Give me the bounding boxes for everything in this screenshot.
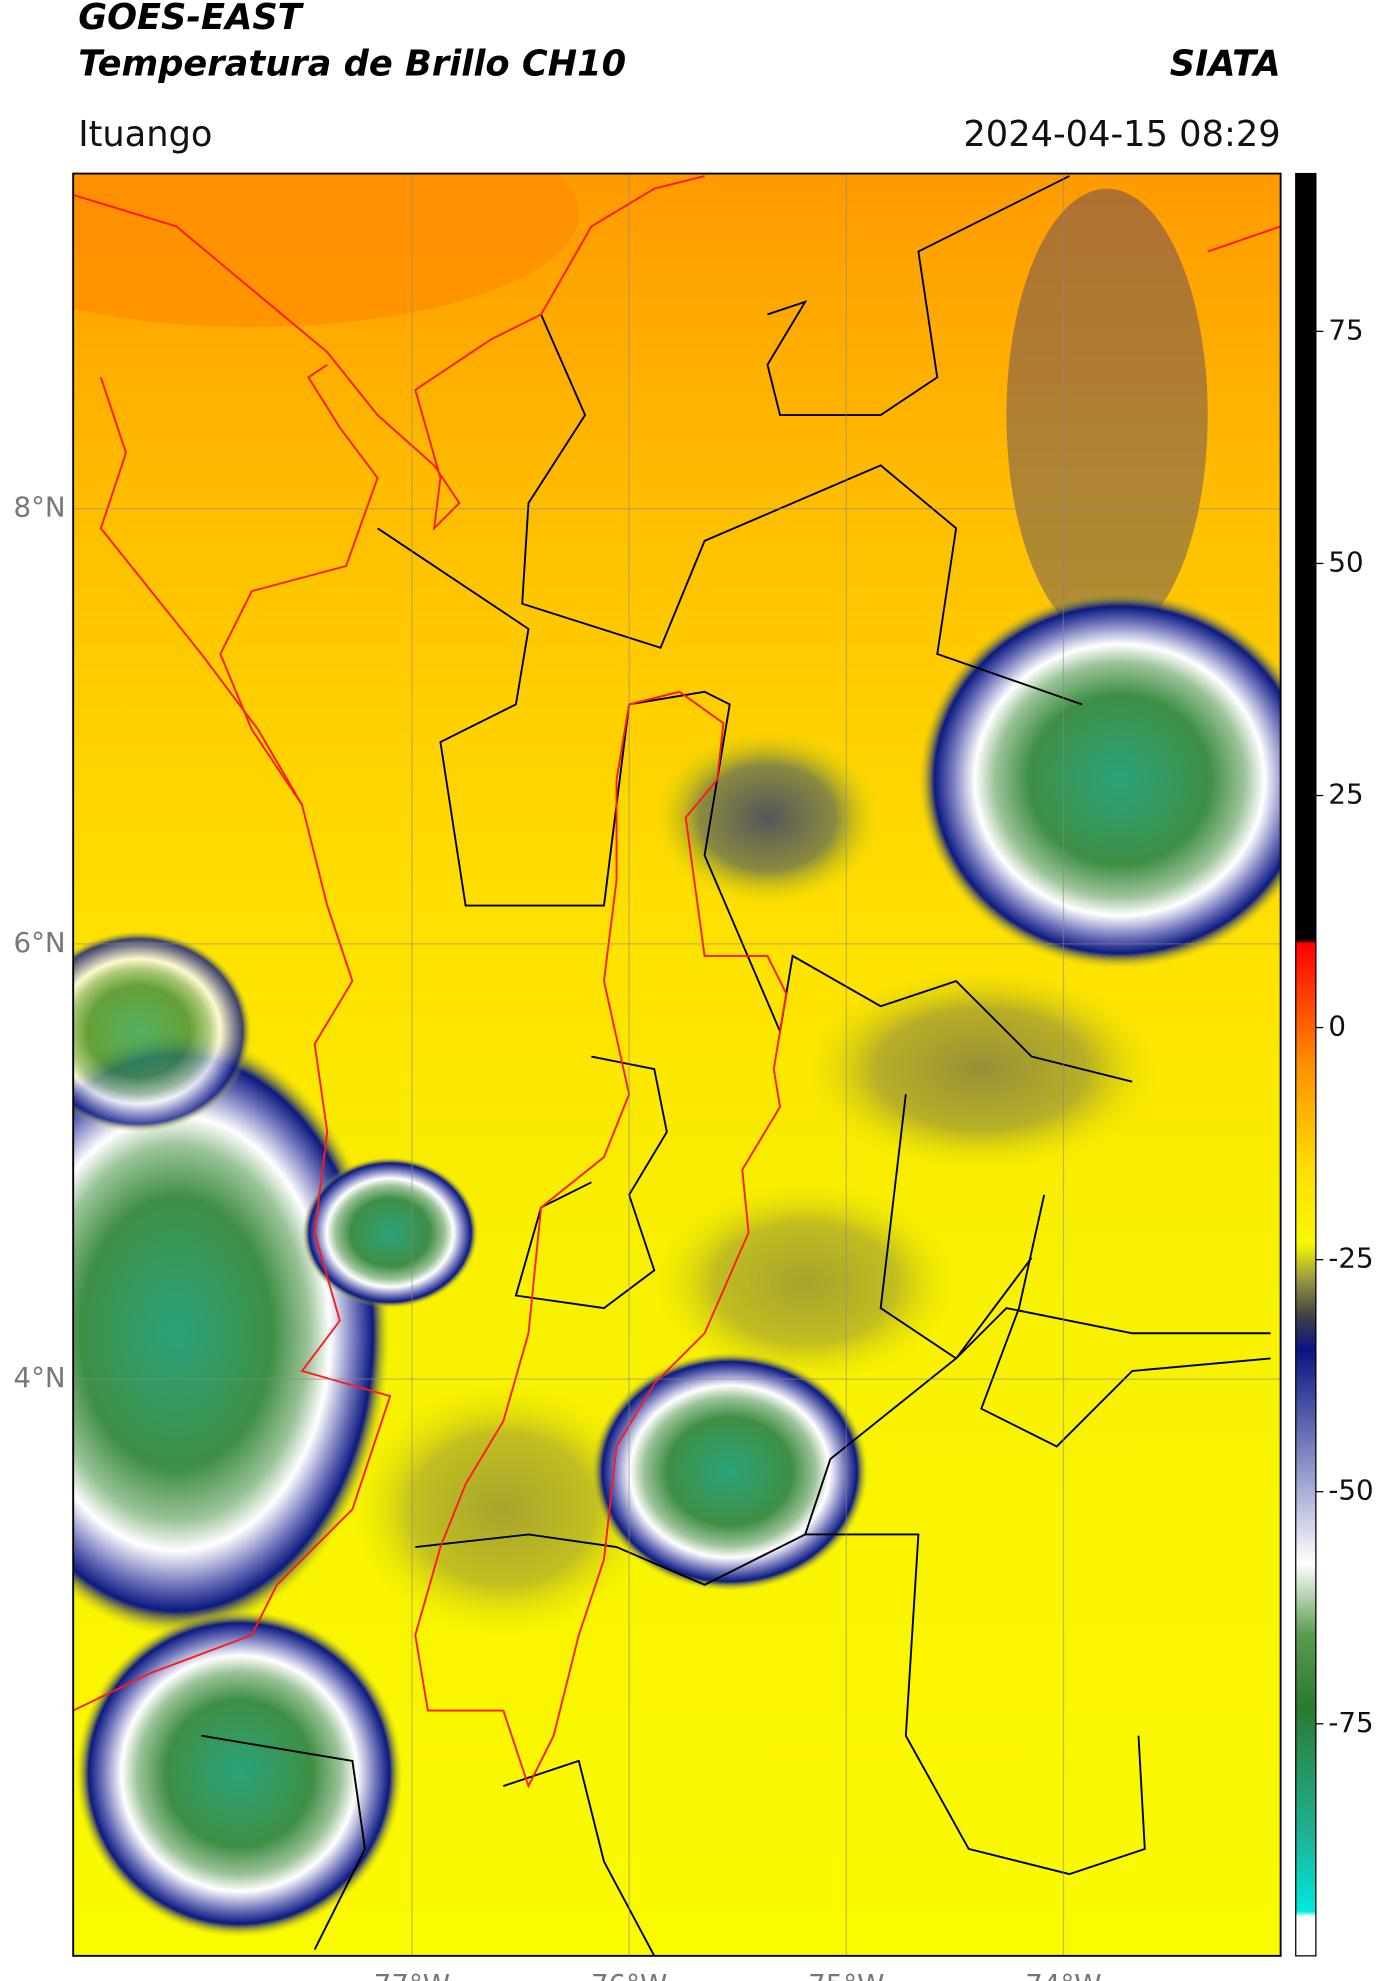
colorbar-tick-label: 50 xyxy=(1328,545,1363,578)
datetime: 2024-04-15 08:29 xyxy=(963,114,1280,155)
y-tick-label: 4°N xyxy=(14,1361,66,1394)
colorbar-tick-label: -75 xyxy=(1328,1706,1373,1739)
x-tick-label: 77°W xyxy=(374,1968,450,1981)
y-tick-label: 8°N xyxy=(14,491,66,524)
graticule xyxy=(73,173,1281,1956)
y-tick-label: 6°N xyxy=(14,926,66,959)
coastline-and-basin xyxy=(73,175,1281,1789)
region: Ituango xyxy=(78,114,212,155)
colorbar-tick-label: -50 xyxy=(1328,1474,1373,1507)
colorbar-tick-label: -25 xyxy=(1328,1242,1373,1275)
colorbar-tick-label: 0 xyxy=(1328,1010,1346,1043)
product: Temperatura de Brillo CH10 xyxy=(78,43,626,84)
title: GOES-EAST xyxy=(78,0,304,38)
map-frame xyxy=(72,172,1282,1957)
colorbar-tick-label: 25 xyxy=(1328,778,1363,811)
x-tick-label: 75°W xyxy=(808,1968,884,1981)
source: SIATA xyxy=(1170,43,1281,84)
colorbar xyxy=(1295,172,1317,1957)
satellite-imagery xyxy=(73,173,1281,1956)
x-tick-label: 74°W xyxy=(1025,1968,1101,1981)
x-tick-label: 76°W xyxy=(591,1968,667,1981)
colorbar-tick-label: 75 xyxy=(1328,313,1363,346)
